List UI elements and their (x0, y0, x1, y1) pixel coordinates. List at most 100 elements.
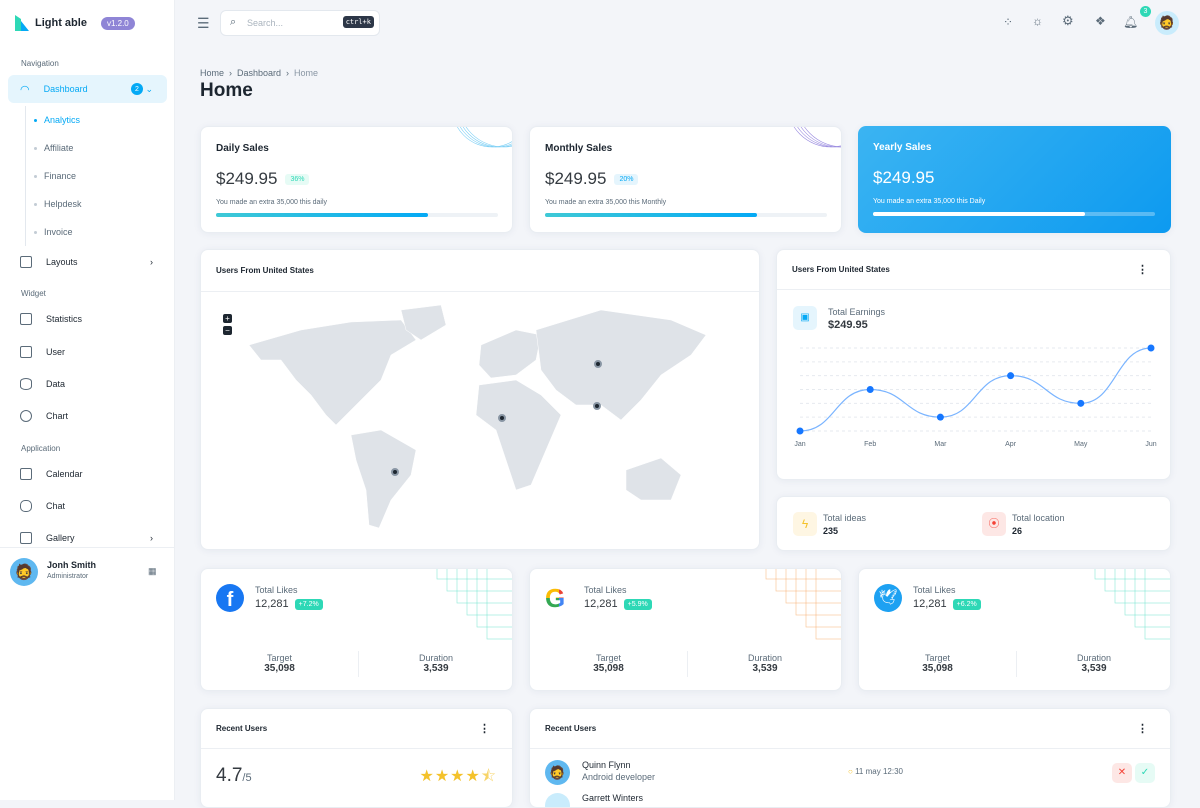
map-zoom-in-button[interactable]: + (223, 314, 232, 323)
data-point-mar[interactable] (936, 413, 944, 421)
sales-note: You made an extra 35,000 this Monthly (545, 199, 667, 206)
user-name: Garrett Winters (582, 793, 644, 803)
pie-chart-icon (20, 410, 32, 422)
sidebar-item-dashboard[interactable]: ◠ Dashboard 2 ⌄ (8, 75, 167, 103)
sun-theme-icon[interactable]: ☼ (1032, 14, 1043, 28)
google-icon: G (545, 584, 573, 612)
stat-label: Total location (1012, 513, 1065, 523)
data-point-jan[interactable] (796, 427, 804, 435)
sidebar-subitem-affiliate[interactable]: Affiliate (34, 143, 73, 153)
reject-button[interactable]: ✕ (1112, 763, 1132, 783)
data-point-apr[interactable] (1007, 372, 1015, 380)
sidebar-item-chat[interactable]: Chat (8, 492, 167, 520)
divider (358, 651, 359, 677)
card-title: Daily Sales (216, 143, 269, 154)
card-title: Yearly Sales (873, 142, 932, 153)
recent-users-card: Recent Users ⋮ 🧔 Quinn Flynn Android dev… (529, 708, 1171, 808)
user-role: Android developer (582, 772, 656, 782)
greenland (400, 304, 447, 341)
x-tick-label: Mar (934, 441, 947, 448)
likes-value: 12,281 (584, 598, 618, 610)
sidebar-item-calendar[interactable]: Calendar (8, 460, 167, 488)
sidebar-item-layouts[interactable]: Layouts › (8, 248, 167, 276)
section-application: Application (21, 444, 61, 453)
divider (687, 651, 688, 677)
europe (478, 329, 542, 379)
search-input[interactable]: ⌕ Search... ctrl+k (220, 10, 380, 36)
social-card: G Total Likes 12,281 +5.9% Target 35,098 … (529, 568, 842, 691)
card-title: Monthly Sales (545, 143, 613, 154)
data-point-feb[interactable] (866, 386, 874, 393)
map-zoom-out-button[interactable]: − (223, 326, 232, 335)
clock-icon: ○ (848, 767, 853, 776)
submenu-line (25, 106, 26, 246)
progress-fill (545, 213, 757, 217)
breadcrumb-current: Home (294, 68, 319, 78)
bell-icon[interactable]: 🔔︎ (1123, 15, 1139, 29)
search-icon: ⌕ (230, 16, 237, 28)
sales-amount: $249.95 (216, 169, 278, 188)
sidebar-subitem-helpdesk[interactable]: Helpdesk (34, 199, 82, 209)
duration-stat: Duration 3,539 (747, 653, 783, 674)
world-map[interactable] (241, 300, 721, 540)
breadcrumb-home[interactable]: Home (200, 68, 225, 78)
sidebar-subitem-invoice[interactable]: Invoice (34, 227, 73, 237)
data-point-jun[interactable] (1147, 344, 1155, 352)
decorative-lines (765, 569, 841, 640)
sidebar-item-chart[interactable]: Chart (8, 402, 167, 430)
progress-fill (216, 213, 428, 217)
x-tick-label: Jun (1145, 441, 1156, 448)
likes-value: 12,281 (255, 598, 289, 610)
sales-note: You made an extra 35,000 this Daily (873, 198, 986, 205)
user-avatar[interactable]: 🧔 (10, 558, 38, 586)
sidebar-subitem-finance[interactable]: Finance (34, 171, 76, 181)
menu-toggle-icon[interactable]: ☰ (197, 15, 210, 31)
money-icon: ▣ (793, 306, 817, 330)
card-title: Users From United States (216, 266, 314, 275)
presentation-icon (20, 313, 32, 325)
likes-label: Total Likes (255, 585, 298, 595)
sidebar-item-data[interactable]: Data (8, 370, 167, 398)
more-options-icon[interactable]: ⋮ (1137, 723, 1148, 735)
apps-grid-icon[interactable]: ⁘ (1003, 15, 1014, 29)
decorative-arcs (457, 127, 512, 148)
more-options-icon[interactable]: ⋮ (1137, 264, 1148, 276)
earnings-line-chart: Jan Feb Mar Apr May Jun (794, 344, 1157, 448)
sidebar: Light able v1.2.0 Navigation ◠ Dashboard… (0, 0, 175, 800)
percent-badge: 20% (614, 173, 639, 185)
likes-row: 12,281 +7.2% (255, 598, 323, 610)
user-card-icon (20, 346, 32, 358)
location-pin-icon: ⦿ (982, 512, 1006, 536)
target-stat: Target 35,098 (922, 653, 953, 674)
data-point-may[interactable] (1077, 399, 1085, 407)
widgets-icon[interactable]: ❖ (1095, 14, 1106, 28)
settings-gear-icon[interactable]: ⚙ (1062, 13, 1074, 28)
header-avatar[interactable]: 🧔 (1155, 11, 1179, 35)
sidebar-item-label: Dashboard (43, 84, 88, 94)
approve-button[interactable]: ✓ (1135, 763, 1155, 783)
breadcrumb-dashboard[interactable]: Dashboard (237, 68, 282, 78)
sidebar-item-gallery[interactable]: Gallery › (8, 524, 167, 552)
south-america (350, 429, 417, 529)
gallery-icon (20, 532, 32, 544)
divider (1016, 651, 1017, 677)
duration-stat: Duration 3,539 (1076, 653, 1112, 674)
progress-bar (216, 213, 498, 217)
user-avatar: 🧔 (545, 760, 570, 785)
decorative-lines (436, 569, 512, 640)
lightning-icon: ϟ (793, 512, 817, 536)
database-icon (20, 378, 32, 390)
sidebar-item-statistics[interactable]: Statistics (8, 305, 167, 333)
app-name: Light able (35, 17, 87, 29)
facebook-icon: f (216, 584, 244, 612)
x-tick-label: Jan (794, 441, 805, 448)
user-settings-icon[interactable]: ▦ (148, 566, 157, 576)
sidebar-subitem-analytics[interactable]: Analytics (34, 115, 80, 125)
card-title: Recent Users (545, 724, 597, 733)
earnings-value: $249.95 (828, 319, 868, 331)
card-title: Users From United States (792, 265, 890, 274)
more-options-icon[interactable]: ⋮ (479, 723, 490, 735)
duration-stat: Duration 3,539 (418, 653, 454, 674)
sidebar-item-user[interactable]: User (8, 338, 167, 366)
logo[interactable]: Light able v1.2.0 (15, 15, 135, 31)
